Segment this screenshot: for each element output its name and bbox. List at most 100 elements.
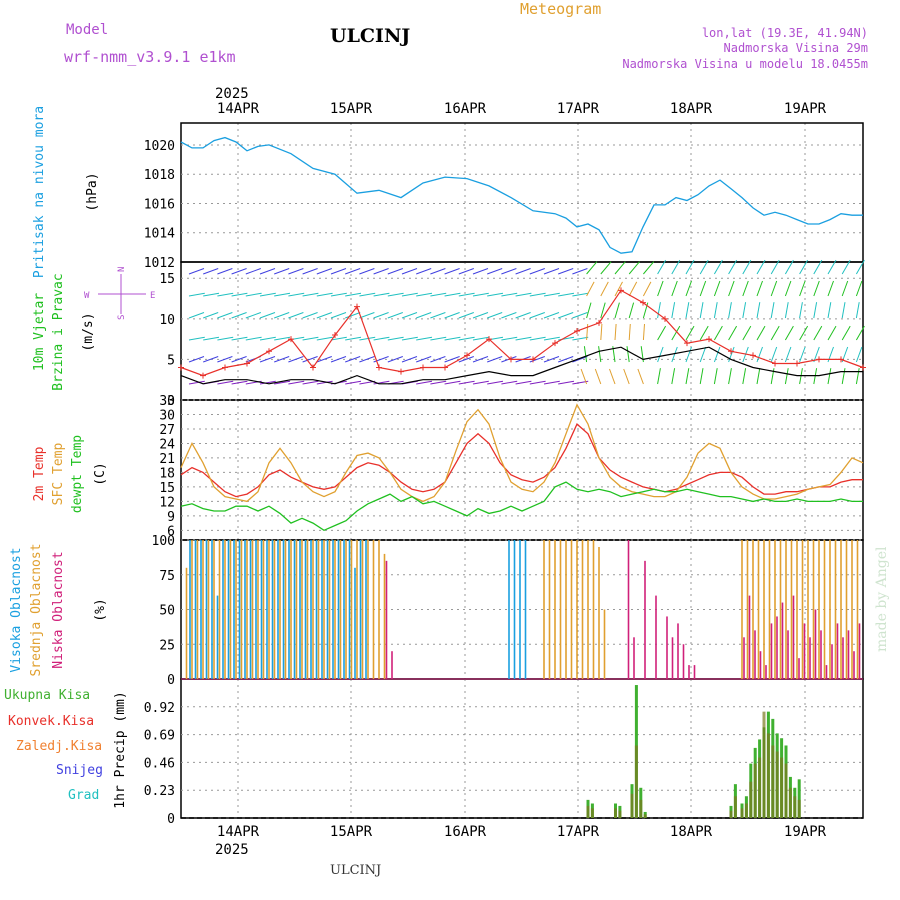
- wind-arrow: [487, 312, 503, 319]
- precip-conv-bar: [758, 757, 762, 818]
- temp-title-2: SFC Temp: [51, 443, 66, 506]
- pressure-plot: 1012 1014 1016 1018 1020: [144, 136, 863, 271]
- y-tick-label: 1012: [144, 256, 175, 271]
- wind-gust-marker: [728, 348, 734, 355]
- wind-arrow: [458, 356, 474, 363]
- wind-arrow: [359, 312, 375, 319]
- y-tick-label: 50: [159, 604, 175, 619]
- wind-arrow: [671, 346, 678, 363]
- wind-arrow: [245, 312, 261, 319]
- wind-arrow: [671, 280, 678, 297]
- wind-arrow: [580, 368, 588, 385]
- wind-arrow: [373, 268, 389, 275]
- y-tick-label: 0.46: [144, 756, 175, 771]
- cloud-plot: 0 25 50 75 100: [152, 534, 863, 688]
- wind-arrow: [259, 336, 276, 341]
- wind-gust-marker: [860, 364, 866, 371]
- wind-arrow: [813, 280, 820, 297]
- wind-arrow: [387, 292, 404, 297]
- top-date-label: 15APR: [330, 101, 373, 117]
- wind-gust-marker: [794, 360, 800, 367]
- bottom-date-label: 18APR: [670, 824, 713, 840]
- y-tick-label: 5: [167, 353, 175, 368]
- wind-arrow: [387, 312, 403, 319]
- wind-arrow: [188, 336, 205, 341]
- wind-arrow: [501, 336, 518, 341]
- precip-conv-bar: [753, 763, 757, 818]
- wind-gust-marker: [332, 332, 338, 339]
- station-title: ULCINJ: [330, 25, 410, 47]
- wind-gust-marker: [398, 368, 404, 375]
- temp-title-1: 2m Temp: [32, 446, 47, 501]
- wind-arrow: [472, 336, 489, 341]
- year-bottom: 2025: [215, 842, 249, 858]
- wind-arrow: [458, 380, 475, 385]
- compass-e: E: [150, 291, 155, 301]
- pressure-line: [180, 136, 863, 254]
- wind-gust-marker: [442, 364, 448, 371]
- temp-sfc-line: [180, 403, 864, 503]
- wind-arrow: [316, 336, 333, 341]
- precip-conv-bar: [729, 810, 733, 818]
- wind-arrow: [274, 268, 290, 275]
- y-tick-label: 10: [159, 313, 175, 328]
- wind-arrow: [472, 268, 489, 275]
- wind-gust-marker: [530, 356, 536, 363]
- wind-arrow: [487, 268, 503, 275]
- wind-arrow: [245, 268, 261, 275]
- wind-arrow: [572, 356, 588, 363]
- wind-arrow: [728, 346, 735, 363]
- wind-arrow: [245, 292, 262, 297]
- wind-arrow: [217, 312, 233, 319]
- wind-arrow: [598, 346, 602, 363]
- panel-frame: [180, 399, 864, 541]
- wind-gust-marker: [508, 356, 514, 363]
- wind-arrow: [515, 380, 532, 385]
- y-tick-label: 15: [159, 481, 175, 496]
- wind-arrow: [799, 259, 809, 275]
- wind-arrow: [586, 281, 595, 297]
- wind-gust-marker: [618, 287, 624, 294]
- top-date-label: 19APR: [784, 101, 827, 117]
- top-date-labels: 14APR 15APR 16APR 17APR 18APR 19APR: [217, 101, 827, 117]
- wind-arrow: [713, 302, 718, 319]
- top-date-label: 17APR: [557, 101, 600, 117]
- wind-arrow: [586, 302, 592, 319]
- precip-conv-bar: [775, 751, 779, 818]
- cloud-title-3: Niska Oblacnost: [51, 551, 66, 668]
- wind-arrow: [742, 368, 747, 385]
- y-tick-label: 75: [159, 569, 175, 584]
- y-tick-label: 27: [159, 423, 175, 438]
- precip-conv-bar: [614, 808, 617, 818]
- temp-title-3: dewpt Temp: [70, 435, 85, 513]
- wind-arrow: [770, 280, 778, 297]
- wind-arrow: [657, 280, 664, 297]
- wind-arrow: [756, 325, 766, 341]
- wind-arrow: [614, 261, 626, 275]
- bottom-date-label: 15APR: [330, 824, 373, 840]
- wind-gust-marker: [486, 336, 492, 343]
- year-top: 2025: [215, 86, 249, 102]
- wind-arrow: [756, 368, 761, 385]
- wind-arrow: [742, 302, 747, 319]
- wind-arrow: [558, 292, 575, 297]
- wind-arrow: [543, 380, 560, 385]
- wind-arrow: [742, 259, 752, 275]
- wind-arrow: [416, 380, 433, 385]
- wind-arrow: [444, 292, 461, 297]
- wind-arrow: [770, 259, 780, 275]
- y-tick-label: 21: [159, 452, 175, 467]
- wind-arrow: [685, 259, 695, 275]
- wind-arrow: [558, 268, 574, 275]
- legend-frozen: Zaledj.Kisa: [16, 739, 102, 754]
- wind-arrow: [430, 380, 447, 385]
- y-tick-label: 12: [159, 495, 175, 510]
- wind-arrow: [827, 302, 832, 319]
- wind-arrow: [373, 336, 390, 341]
- wind-arrow: [401, 268, 418, 275]
- wind-gust-marker: [244, 360, 250, 367]
- wind-plot: 0 5 10 15: [159, 259, 866, 409]
- temp-unit: (C): [93, 462, 108, 485]
- wind-arrow: [302, 268, 318, 275]
- wind-arrow: [628, 302, 635, 319]
